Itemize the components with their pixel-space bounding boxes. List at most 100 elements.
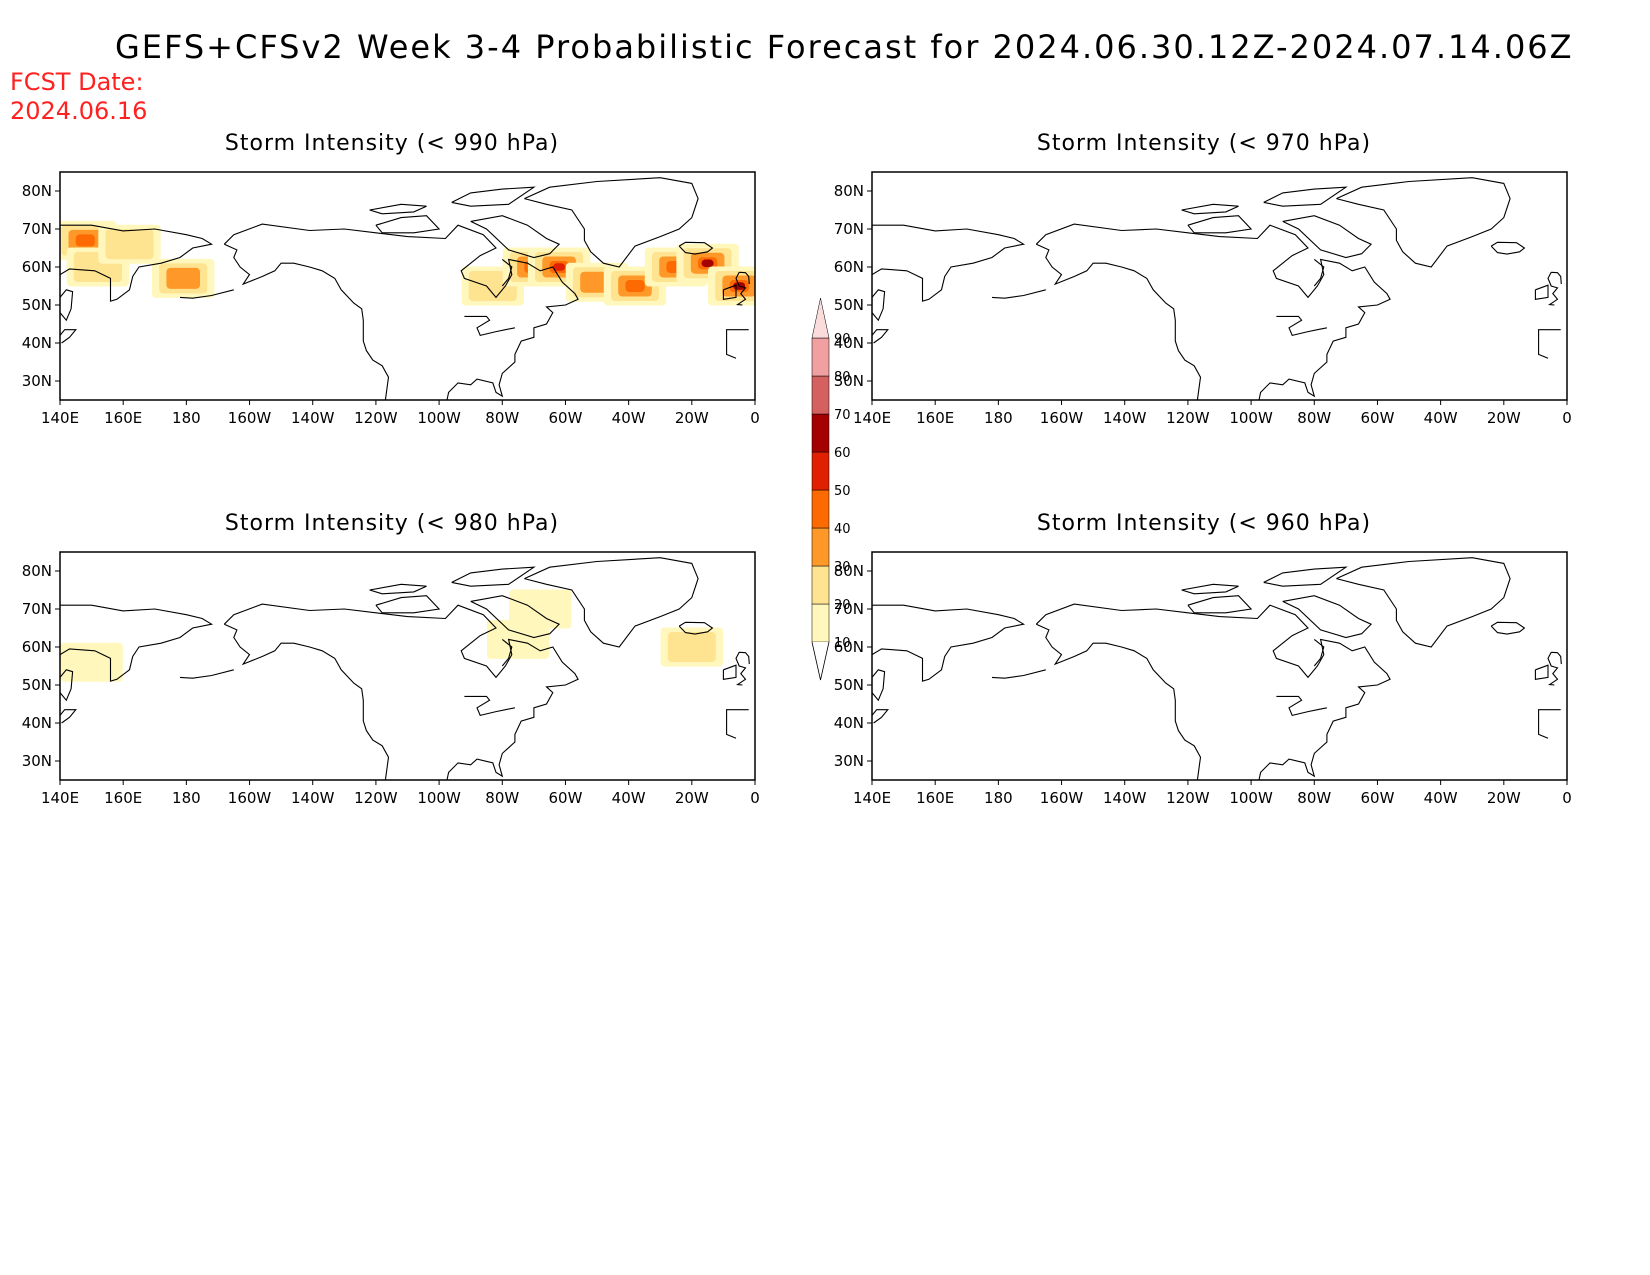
lon-tick-label: 100W (417, 409, 461, 427)
coastlines (872, 177, 1562, 400)
coastline (223, 223, 579, 400)
coastline (60, 289, 74, 322)
coastline (872, 669, 886, 702)
probability-field (60, 589, 723, 682)
coastline (735, 651, 750, 686)
lon-tick-label: 20W (1487, 789, 1521, 807)
colorbar-swatch (811, 451, 830, 491)
coastline (501, 258, 513, 287)
colorbar-label: 70 (834, 408, 851, 423)
map-frame (59, 551, 756, 781)
lon-tick-label: 120W (1166, 409, 1210, 427)
coastline (60, 709, 77, 724)
coastline (179, 289, 234, 299)
coastline (224, 623, 390, 780)
map-panel-980: 80N 70N 60N 50N 40N 30N 140E 160E 180 160W 140W 120… (0, 551, 760, 807)
lon-tick-label: 60W (1360, 789, 1394, 807)
lat-tick-label: 80N (834, 562, 864, 580)
coastline (375, 215, 441, 234)
coastline (1276, 315, 1328, 337)
map-panel-960: 80N 70N 60N 50N 40N 30N 140E 160E 180 160W 140W 120… (812, 551, 1572, 807)
lon-tick-label: 140E (41, 789, 79, 807)
lon-tick-label: 40W (612, 789, 646, 807)
lon-tick-label: 140E (853, 409, 891, 427)
coastline (501, 638, 513, 667)
colorbar-swatch (811, 565, 830, 605)
lon-tick-label: 160E (916, 789, 954, 807)
lon-tick-label: 40W (1424, 409, 1458, 427)
lon-tick-label: 160W (228, 789, 272, 807)
coastline (1181, 203, 1239, 215)
lat-tick-label: 60N (22, 638, 52, 656)
coastline (678, 621, 714, 635)
coastline (1263, 186, 1348, 207)
coastline (722, 284, 737, 300)
colorbar-swatch (811, 337, 830, 377)
lon-tick-label: 140W (1103, 409, 1147, 427)
lat-tick-label: 60N (834, 638, 864, 656)
coastline (1336, 177, 1511, 268)
coastline (872, 329, 889, 344)
coastline (0, 710, 749, 739)
lat-tick-label: 50N (22, 676, 52, 694)
lon-tick-label: 0 (750, 789, 760, 807)
lon-tick-label: 120W (1166, 789, 1210, 807)
probability-cell (105, 229, 154, 260)
coastline (524, 557, 699, 648)
coastline (1490, 241, 1526, 255)
lat-tick-label: 30N (22, 752, 52, 770)
coastline (464, 315, 516, 337)
coastline (0, 330, 749, 359)
coastline (735, 271, 750, 306)
coastline (60, 329, 77, 344)
coastline (1036, 243, 1202, 400)
lon-tick-label: 120W (354, 789, 398, 807)
lon-tick-label: 160W (1040, 789, 1084, 807)
lon-tick-label: 140W (291, 409, 335, 427)
lon-tick-label: 80W (1297, 409, 1331, 427)
lon-tick-label: 140W (291, 789, 335, 807)
coastline (1547, 651, 1562, 686)
colorbar-swatch (811, 375, 830, 415)
coastline (223, 603, 579, 780)
probability-cell (667, 632, 716, 662)
lat-tick-label: 60N (834, 258, 864, 276)
lat-tick-label: 70N (834, 220, 864, 238)
lon-tick-label: 140E (41, 409, 79, 427)
panel-title-990: Storm Intensity (< 990 hPa) (224, 131, 560, 156)
coastline (812, 710, 1561, 739)
coastline (1263, 566, 1348, 587)
colorbar-top-triangle (811, 297, 830, 339)
coastline (1547, 271, 1562, 306)
probability-cell (75, 234, 95, 247)
lon-tick-label: 140E (853, 789, 891, 807)
coastline (1187, 215, 1253, 234)
lon-tick-label: 180 (984, 409, 1013, 427)
colorbar-label: 10 (834, 636, 851, 651)
colorbar-label: 90 (834, 332, 851, 347)
lat-tick-label: 70N (22, 220, 52, 238)
lat-tick-label: 40N (22, 714, 52, 732)
lon-tick-label: 160E (104, 789, 142, 807)
coastlines (0, 177, 750, 400)
lon-tick-label: 120W (354, 409, 398, 427)
colorbar-swatch (811, 489, 830, 529)
lon-tick-label: 0 (1562, 409, 1572, 427)
coastline (1282, 595, 1373, 639)
lon-tick-label: 0 (1562, 789, 1572, 807)
coastline (872, 224, 1026, 302)
coastline (872, 289, 886, 322)
map-panel-970: 80N 70N 60N 50N 40N 30N 140E 160E 180 160W 140W 120… (834, 171, 1572, 427)
map-panel-990: 80N 70N 60N 50N 40N 30N 140E 160E 180 160W 140W 120… (0, 171, 760, 427)
lat-tick-label: 80N (834, 182, 864, 200)
lat-tick-label: 30N (22, 372, 52, 390)
lat-tick-label: 50N (22, 296, 52, 314)
coastline (369, 203, 427, 215)
colorbar-label: 30 (834, 560, 851, 575)
lon-tick-label: 80W (485, 409, 519, 427)
coastline (60, 669, 74, 702)
lat-tick-label: 70N (834, 600, 864, 618)
coastline (375, 595, 441, 614)
lat-tick-label: 80N (22, 562, 52, 580)
probability-cell (625, 280, 645, 292)
